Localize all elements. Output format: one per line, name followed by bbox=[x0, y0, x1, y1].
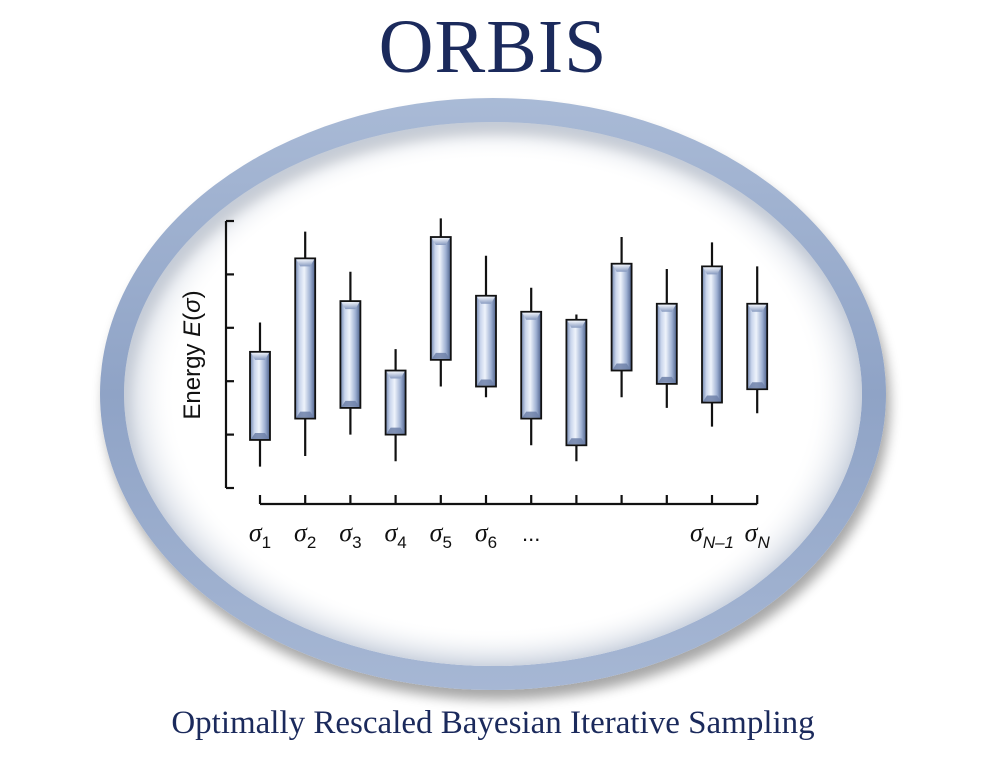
ellipse-inner-shade bbox=[124, 122, 862, 666]
candle-1 bbox=[249, 322, 271, 467]
candle-5 bbox=[429, 218, 452, 387]
candle-bevel-top bbox=[657, 304, 676, 312]
candle-bevel-top bbox=[341, 302, 360, 310]
candle-body bbox=[701, 265, 723, 404]
x-tick-label-base: σ bbox=[475, 518, 489, 547]
candle-body bbox=[565, 318, 588, 447]
x-tick-label-sub: N–1 bbox=[703, 533, 734, 552]
candle-2 bbox=[294, 231, 317, 456]
subtitle: Optimally Rescaled Bayesian Iterative Sa… bbox=[171, 705, 815, 741]
candle-bevel-bottom bbox=[477, 379, 495, 386]
candle-bevel-top bbox=[251, 352, 269, 360]
candle-bevel-top bbox=[703, 267, 721, 275]
candle-10 bbox=[655, 269, 678, 408]
candle-12 bbox=[746, 266, 769, 414]
candle-bevel-bottom bbox=[386, 427, 405, 434]
x-tick-label-sub: 1 bbox=[262, 533, 271, 552]
candle-body bbox=[339, 300, 362, 409]
candle-body bbox=[249, 350, 271, 441]
x-tick-label-sub: 2 bbox=[307, 533, 316, 552]
candle-body bbox=[520, 310, 543, 420]
x-tick-label-base: σ bbox=[384, 518, 398, 547]
candle-bevel-top bbox=[296, 259, 315, 267]
candle-bevel-top bbox=[522, 312, 541, 320]
x-tick-label: σN bbox=[745, 518, 771, 552]
candle-bevel-top bbox=[477, 296, 495, 304]
x-tick-label: σ1 bbox=[249, 518, 271, 552]
candle-bevel-bottom bbox=[296, 411, 315, 418]
candle-body bbox=[655, 302, 678, 385]
candle-bevel-bottom bbox=[703, 395, 721, 402]
title: ORBIS bbox=[378, 5, 608, 89]
candle-body bbox=[746, 302, 769, 391]
candle-4 bbox=[384, 349, 407, 462]
candle-bevel-bottom bbox=[567, 438, 586, 445]
candle-bevel-top bbox=[386, 371, 405, 379]
candle-bevel-bottom bbox=[251, 432, 269, 439]
candle-bevel-bottom bbox=[522, 411, 541, 418]
x-tick-label-sub: 5 bbox=[442, 533, 451, 552]
x-tick-label-base: σ bbox=[294, 518, 308, 547]
candle-8 bbox=[565, 314, 588, 462]
axes bbox=[224, 219, 759, 506]
candle-3 bbox=[339, 271, 362, 435]
candle-body bbox=[610, 262, 633, 372]
candle-body bbox=[384, 369, 407, 436]
x-tick-label-base: σ bbox=[339, 518, 353, 547]
x-tick-label-sub: 3 bbox=[352, 533, 361, 552]
x-tick-label-base: σ bbox=[745, 518, 759, 547]
x-tick-label: σ2 bbox=[294, 518, 316, 552]
candle-bevel-top bbox=[567, 320, 586, 328]
x-tick-label-base: σ bbox=[690, 518, 704, 547]
candle-bevel-top bbox=[748, 304, 767, 312]
x-tick-label-sub: N bbox=[757, 533, 770, 552]
candle-body bbox=[294, 257, 317, 420]
candles bbox=[249, 218, 769, 467]
x-tick-label: σ5 bbox=[430, 518, 452, 552]
x-tick-labels: σ1 σ2 σ3 σ4 σ5 σ6... σN–1 σN bbox=[249, 518, 771, 552]
candle-body bbox=[475, 294, 497, 388]
candle-bevel-top bbox=[612, 264, 631, 272]
candle-bevel-top bbox=[431, 238, 450, 246]
x-tick-label-base: σ bbox=[249, 518, 263, 547]
candle-9 bbox=[610, 237, 633, 398]
x-tick-label: σ3 bbox=[339, 518, 361, 552]
candle-11 bbox=[701, 242, 723, 427]
x-tick-label-sub: 6 bbox=[488, 533, 497, 552]
x-tick-label: σ6 bbox=[475, 518, 497, 552]
candle-6 bbox=[475, 255, 497, 398]
y-axis-label: Energy E(σ) bbox=[179, 290, 206, 419]
candle-bevel-bottom bbox=[748, 382, 767, 389]
candle-7 bbox=[520, 287, 543, 446]
x-tick-label-sub: 4 bbox=[397, 533, 406, 552]
x-tick-label: σ4 bbox=[384, 518, 406, 552]
x-tick-label: σN–1 bbox=[690, 518, 734, 552]
x-tick-label: ... bbox=[522, 521, 540, 546]
x-tick-label-base: σ bbox=[430, 518, 444, 547]
candle-bevel-bottom bbox=[431, 352, 450, 359]
candle-body bbox=[429, 236, 452, 361]
candle-bevel-bottom bbox=[612, 363, 631, 370]
candle-bevel-bottom bbox=[341, 400, 360, 407]
x-tick-label-base: ... bbox=[522, 521, 540, 546]
candle-bevel-bottom bbox=[657, 376, 676, 383]
